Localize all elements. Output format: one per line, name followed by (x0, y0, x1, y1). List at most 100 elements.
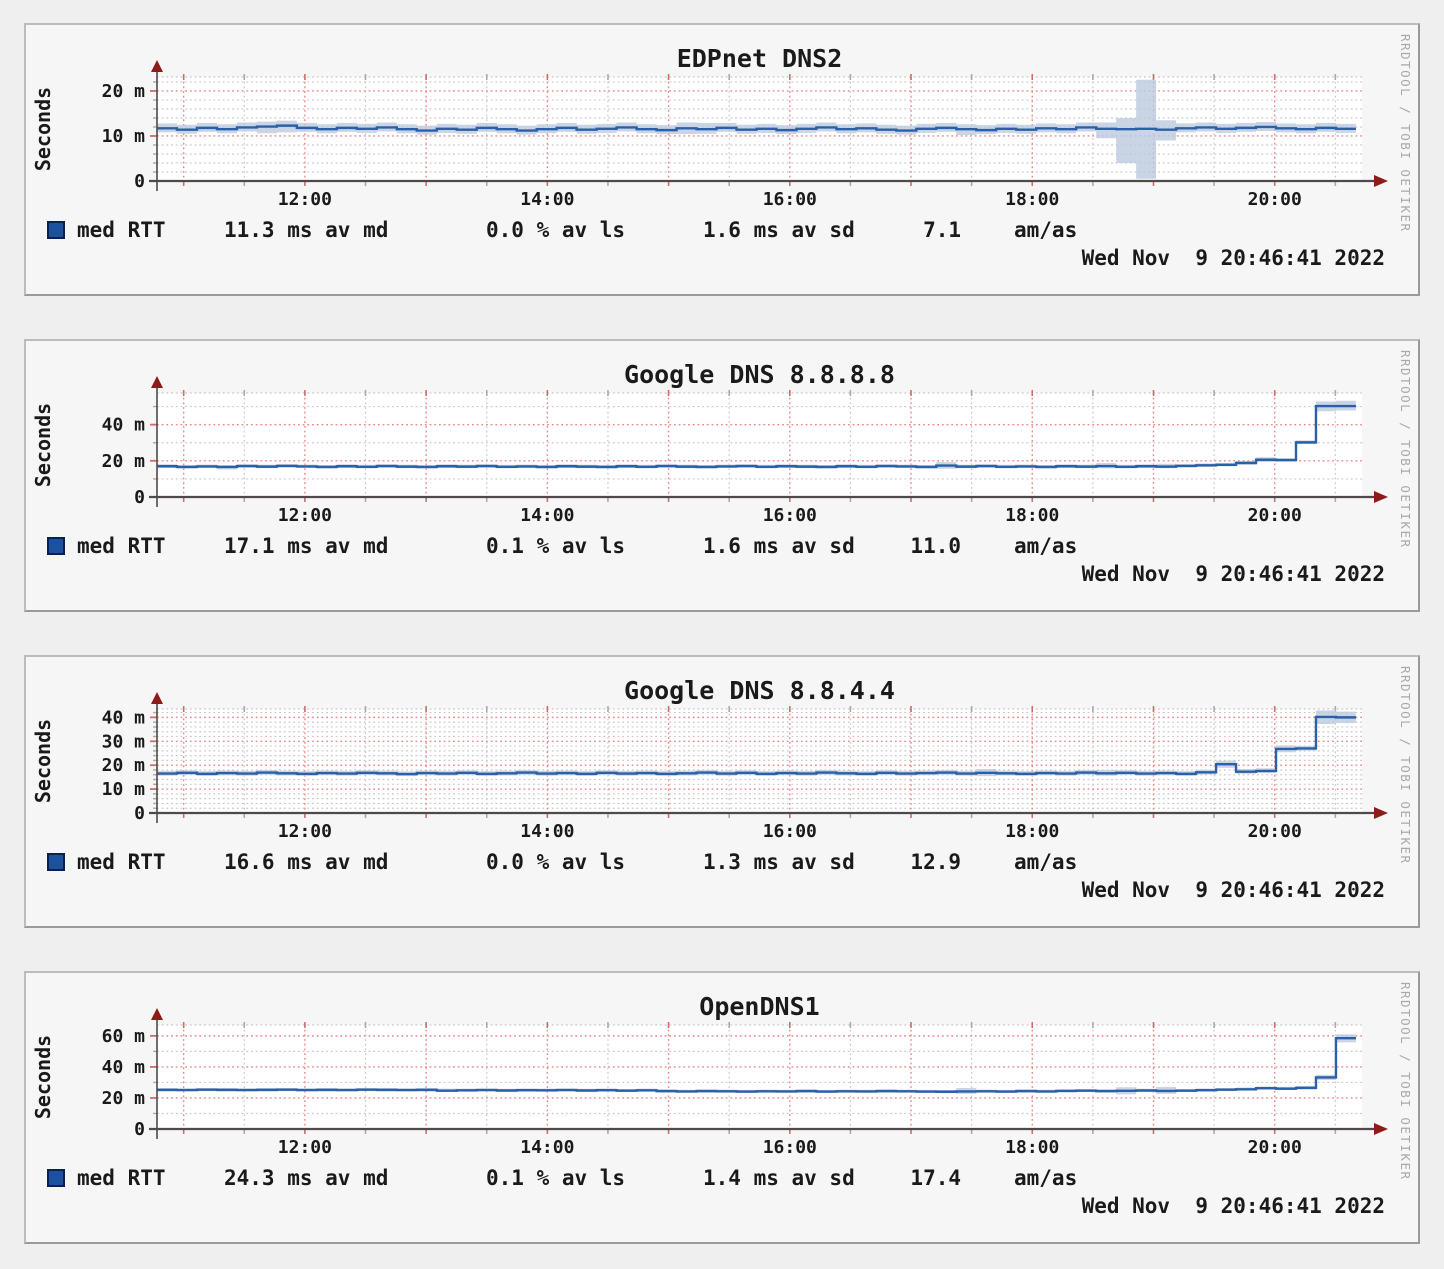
chart-svg: OpenDNS1 Seconds 0 20 m 40 m 60 m 12:00 14:00 16… (31, 992, 1388, 1158)
graph-panel-edpnet-dns2: EDPnet DNS2 Seconds 0 10 m 20 m 12:00 14:00 16:… (24, 23, 1420, 296)
y-axis-arrow-icon (151, 692, 163, 704)
x-tick-label: 18:00 (1005, 505, 1059, 526)
y-tick-label: 10 m (102, 779, 146, 800)
y-tick-label: 20 m (102, 451, 146, 472)
median-line (157, 1036, 1356, 1093)
legend-av-sd: 1.4 ms av sd (703, 1166, 855, 1190)
rrd-graph: Google DNS 8.8.8.8 Seconds 0 20 m 40 m 12:00 1… (26, 341, 1418, 610)
y-axis-label: Seconds (31, 1035, 55, 1119)
y-tick-label: 0 (134, 487, 145, 508)
chart-title: Google DNS 8.8.4.4 (624, 676, 895, 705)
graph-timestamp: Wed Nov 9 20:46:41 2022 (1081, 246, 1385, 270)
x-axis-arrow-icon (1374, 807, 1388, 819)
x-tick-label: 18:00 (1005, 189, 1059, 210)
rrdtool-watermark: RRDTOOL / TOBI OETIKER (1398, 350, 1413, 549)
rrd-graph: EDPnet DNS2 Seconds 0 10 m 20 m 12:00 14:00 16:… (26, 25, 1418, 294)
x-tick-label: 14:00 (520, 189, 574, 210)
y-axis-label: Seconds (31, 87, 55, 171)
legend-swatch (47, 221, 65, 239)
legend-swatch (47, 537, 65, 555)
y-tick-label: 40 m (102, 707, 146, 728)
median-line (157, 124, 1356, 132)
y-tick-label: 20 m (102, 1088, 146, 1109)
y-axis-label: Seconds (31, 719, 55, 803)
legend-am-as-value: 7.1 (923, 218, 961, 242)
chart-title: Google DNS 8.8.8.8 (624, 360, 895, 389)
chart-title: OpenDNS1 (699, 992, 819, 1021)
x-tick-label: 18:00 (1005, 1137, 1059, 1158)
x-tick-label: 16:00 (763, 189, 817, 210)
graph-panel-google-dns-8844: Google DNS 8.8.4.4 Seconds 0 10 m 20 m 30 m 40… (24, 655, 1420, 928)
x-tick-label: 16:00 (763, 505, 817, 526)
y-tick-label: 40 m (102, 1057, 146, 1078)
x-tick-label: 14:00 (520, 505, 574, 526)
graph-timestamp: Wed Nov 9 20:46:41 2022 (1081, 1194, 1385, 1218)
legend-am-as-value: 12.9 (910, 850, 961, 874)
x-axis-arrow-icon (1374, 175, 1388, 187)
y-axis-arrow-icon (151, 376, 163, 388)
median-line (157, 404, 1356, 469)
legend-swatch (47, 1169, 65, 1187)
x-tick-label: 14:00 (520, 821, 574, 842)
chart-svg: EDPnet DNS2 Seconds 0 10 m 20 m 12:00 14:00 16:… (31, 44, 1388, 210)
x-tick-label: 18:00 (1005, 821, 1059, 842)
plot-canvas (157, 393, 1362, 497)
legend-am-as-value: 11.0 (910, 534, 961, 558)
chart-title: EDPnet DNS2 (677, 44, 843, 73)
y-tick-label: 60 m (102, 1026, 146, 1047)
legend-av-sd: 1.6 ms av sd (703, 534, 855, 558)
chart-svg: Google DNS 8.8.4.4 Seconds 0 10 m 20 m 30 m 40… (31, 676, 1388, 842)
y-tick-label: 40 m (102, 415, 146, 436)
legend-am-as-label: am/as (1014, 1166, 1078, 1190)
legend-av-sd: 1.3 ms av sd (703, 850, 855, 874)
y-tick-label: 0 (134, 171, 145, 192)
legend-av-md: 17.1 ms av md (224, 534, 389, 558)
legend-av-ls: 0.0 % av ls (486, 218, 626, 242)
x-tick-label: 20:00 (1248, 189, 1302, 210)
y-tick-label: 0 (134, 803, 145, 824)
plot-canvas (157, 1025, 1362, 1129)
x-tick-label: 12:00 (278, 1137, 332, 1158)
y-tick-label: 20 m (102, 81, 146, 102)
rrdtool-watermark: RRDTOOL / TOBI OETIKER (1398, 982, 1413, 1181)
x-tick-label: 12:00 (278, 821, 332, 842)
graph-timestamp: Wed Nov 9 20:46:41 2022 (1081, 878, 1385, 902)
graph-panel-google-dns-8888: Google DNS 8.8.8.8 Seconds 0 20 m 40 m 12:00 1… (24, 339, 1420, 612)
legend-am-as-value: 17.4 (910, 1166, 961, 1190)
graph-panel-opendns1: OpenDNS1 Seconds 0 20 m 40 m 60 m 12:00 14:00 16… (24, 971, 1420, 1244)
legend-am-as-label: am/as (1014, 218, 1078, 242)
rrd-graph: OpenDNS1 Seconds 0 20 m 40 m 60 m 12:00 14:00 16… (26, 973, 1418, 1242)
y-axis-arrow-icon (151, 60, 163, 72)
x-tick-label: 16:00 (763, 821, 817, 842)
y-tick-label: 10 m (102, 126, 146, 147)
legend-series-label: med RTT (77, 1166, 166, 1190)
rrd-graph: Google DNS 8.8.4.4 Seconds 0 10 m 20 m 30 m 40… (26, 657, 1418, 926)
x-tick-label: 16:00 (763, 1137, 817, 1158)
legend-series-label: med RTT (77, 218, 166, 242)
y-axis-arrow-icon (151, 1008, 163, 1020)
x-axis-arrow-icon (1374, 491, 1388, 503)
y-tick-label: 30 m (102, 731, 146, 752)
rrdtool-watermark: RRDTOOL / TOBI OETIKER (1398, 34, 1413, 233)
median-line (157, 715, 1356, 776)
legend-av-ls: 0.1 % av ls (486, 534, 626, 558)
x-tick-label: 20:00 (1248, 1137, 1302, 1158)
legend-av-md: 11.3 ms av md (224, 218, 389, 242)
graph-timestamp: Wed Nov 9 20:46:41 2022 (1081, 562, 1385, 586)
legend-av-ls: 0.1 % av ls (486, 1166, 626, 1190)
legend-am-as-label: am/as (1014, 850, 1078, 874)
x-tick-label: 14:00 (520, 1137, 574, 1158)
legend-series-label: med RTT (77, 850, 166, 874)
y-tick-label: 20 m (102, 755, 146, 776)
y-axis-label: Seconds (31, 403, 55, 487)
x-tick-label: 20:00 (1248, 505, 1302, 526)
x-tick-label: 12:00 (278, 189, 332, 210)
y-tick-label: 0 (134, 1119, 145, 1140)
legend-av-ls: 0.0 % av ls (486, 850, 626, 874)
x-axis-arrow-icon (1374, 1123, 1388, 1135)
rrdtool-watermark: RRDTOOL / TOBI OETIKER (1398, 666, 1413, 865)
x-tick-label: 12:00 (278, 505, 332, 526)
x-tick-label: 20:00 (1248, 821, 1302, 842)
legend-av-md: 24.3 ms av md (224, 1166, 389, 1190)
